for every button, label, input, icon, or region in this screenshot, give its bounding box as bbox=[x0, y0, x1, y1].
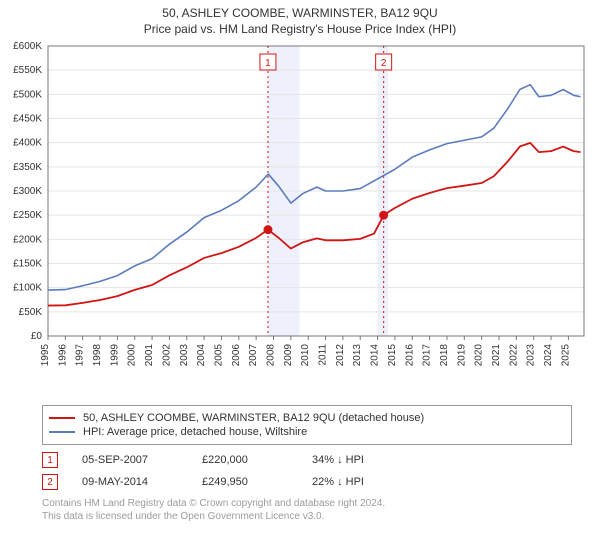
sale-row: 1 05-SEP-2007 £220,000 34% ↓ HPI bbox=[42, 449, 572, 471]
svg-text:2006: 2006 bbox=[231, 344, 242, 367]
sale-price-1: £220,000 bbox=[202, 454, 312, 466]
legend-item: 50, ASHLEY COOMBE, WARMINSTER, BA12 9QU … bbox=[49, 412, 565, 424]
svg-text:1996: 1996 bbox=[57, 344, 68, 367]
svg-text:£50K: £50K bbox=[19, 307, 43, 318]
svg-text:2000: 2000 bbox=[127, 344, 138, 367]
svg-text:£350K: £350K bbox=[13, 162, 42, 173]
sale-diff-1: 34% ↓ HPI bbox=[312, 454, 422, 466]
svg-text:2003: 2003 bbox=[179, 344, 190, 367]
svg-text:2013: 2013 bbox=[352, 344, 363, 367]
svg-text:£400K: £400K bbox=[13, 138, 42, 149]
sale-marker-num: 2 bbox=[47, 477, 53, 488]
svg-text:2001: 2001 bbox=[144, 344, 155, 367]
sale-date-2: 09-MAY-2014 bbox=[82, 476, 202, 488]
svg-text:2011: 2011 bbox=[318, 344, 329, 366]
svg-text:2008: 2008 bbox=[266, 344, 277, 367]
svg-text:2016: 2016 bbox=[404, 344, 415, 367]
svg-text:1999: 1999 bbox=[109, 344, 120, 367]
svg-text:2014: 2014 bbox=[370, 344, 381, 367]
svg-text:2004: 2004 bbox=[196, 344, 207, 367]
svg-text:£150K: £150K bbox=[13, 259, 42, 270]
svg-text:£0: £0 bbox=[31, 331, 43, 342]
legend-label-1: 50, ASHLEY COOMBE, WARMINSTER, BA12 9QU … bbox=[83, 412, 424, 424]
footer-line-1: Contains HM Land Registry data © Crown c… bbox=[42, 497, 572, 510]
legend-swatch-1 bbox=[49, 417, 75, 419]
chart-title-sub: Price paid vs. HM Land Registry's House … bbox=[0, 22, 600, 36]
chart-title-address: 50, ASHLEY COOMBE, WARMINSTER, BA12 9QU bbox=[0, 6, 600, 20]
svg-text:2015: 2015 bbox=[387, 344, 398, 367]
svg-text:2022: 2022 bbox=[508, 344, 519, 367]
sale-row: 2 09-MAY-2014 £249,950 22% ↓ HPI bbox=[42, 471, 572, 493]
svg-text:1995: 1995 bbox=[40, 344, 51, 367]
legend-swatch-2 bbox=[49, 431, 75, 433]
svg-text:2025: 2025 bbox=[560, 344, 571, 367]
legend-item: HPI: Average price, detached house, Wilt… bbox=[49, 426, 565, 438]
sale-marker-1: 1 bbox=[42, 452, 58, 468]
footer-line-2: This data is licensed under the Open Gov… bbox=[42, 510, 572, 523]
svg-text:£100K: £100K bbox=[13, 283, 42, 294]
svg-text:2010: 2010 bbox=[300, 344, 311, 367]
sale-marker-2: 2 bbox=[42, 474, 58, 490]
svg-text:£250K: £250K bbox=[13, 210, 42, 221]
svg-text:1997: 1997 bbox=[75, 344, 86, 367]
svg-text:2017: 2017 bbox=[422, 344, 433, 367]
svg-text:£200K: £200K bbox=[13, 234, 42, 245]
footer-attribution: Contains HM Land Registry data © Crown c… bbox=[42, 497, 572, 523]
svg-text:2009: 2009 bbox=[283, 344, 294, 367]
line-chart: £0 £50K £100K £150K £200K £250K £300K £350K £400… bbox=[0, 36, 600, 396]
svg-text:2020: 2020 bbox=[474, 344, 485, 367]
svg-text:2012: 2012 bbox=[335, 344, 346, 367]
svg-text:£300K: £300K bbox=[13, 186, 42, 197]
svg-text:£450K: £450K bbox=[13, 114, 42, 125]
chart-area: £0 £50K £100K £150K £200K £250K £300K £350K £400… bbox=[0, 36, 600, 399]
sale-diff-2: 22% ↓ HPI bbox=[312, 476, 422, 488]
legend: 50, ASHLEY COOMBE, WARMINSTER, BA12 9QU … bbox=[42, 405, 572, 445]
sales-table: 1 05-SEP-2007 £220,000 34% ↓ HPI 2 09-MA… bbox=[42, 449, 572, 493]
svg-text:2021: 2021 bbox=[491, 344, 502, 367]
svg-text:2002: 2002 bbox=[161, 344, 172, 367]
sale-price-2: £249,950 bbox=[202, 476, 312, 488]
sale-date-1: 05-SEP-2007 bbox=[82, 454, 202, 466]
svg-text:2024: 2024 bbox=[543, 344, 554, 367]
svg-text:2005: 2005 bbox=[213, 344, 224, 367]
svg-text:£550K: £550K bbox=[13, 65, 42, 76]
legend-label-2: HPI: Average price, detached house, Wilt… bbox=[83, 426, 307, 438]
svg-text:1998: 1998 bbox=[92, 344, 103, 367]
svg-text:2: 2 bbox=[381, 58, 387, 69]
page: 50, ASHLEY COOMBE, WARMINSTER, BA12 9QU … bbox=[0, 0, 600, 523]
svg-text:2019: 2019 bbox=[456, 344, 467, 367]
svg-text:2007: 2007 bbox=[248, 344, 259, 367]
svg-text:2018: 2018 bbox=[439, 344, 450, 367]
svg-text:1: 1 bbox=[265, 58, 271, 69]
chart-titles: 50, ASHLEY COOMBE, WARMINSTER, BA12 9QU … bbox=[0, 0, 600, 36]
svg-text:2023: 2023 bbox=[526, 344, 537, 367]
svg-text:£600K: £600K bbox=[13, 41, 42, 52]
svg-text:£500K: £500K bbox=[13, 89, 42, 100]
sale-marker-num: 1 bbox=[47, 455, 53, 466]
